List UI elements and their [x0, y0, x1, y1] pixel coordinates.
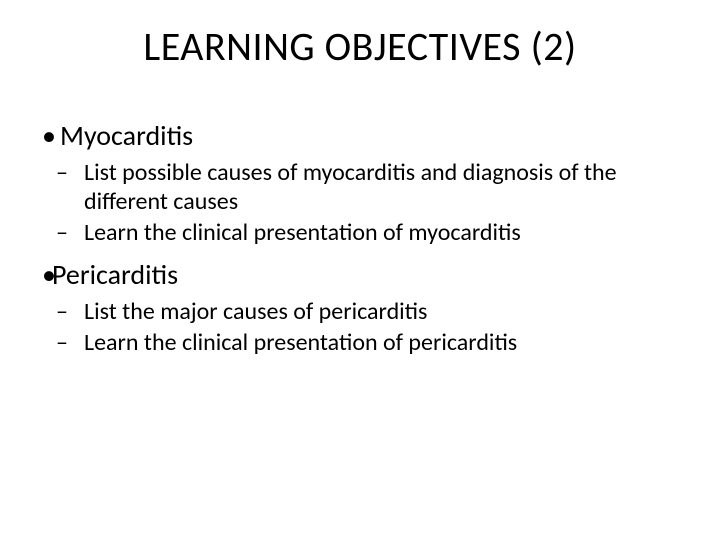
slide-body: •Myocarditis –List possible causes of my… [42, 118, 662, 360]
bullet-item-myocarditis: •Myocarditis [42, 118, 662, 153]
slide: LEARNING OBJECTIVES (2) •Myocarditis –Li… [0, 0, 720, 540]
sub-text: List the major causes of pericarditis [84, 297, 427, 326]
bullet-label: Myocarditis [60, 118, 193, 153]
sub-item: –Learn the clinical presentation of peri… [70, 329, 662, 358]
bullet-item-pericarditis: •Pericarditis [42, 257, 662, 292]
bullet-icon: • [42, 257, 52, 292]
slide-title: LEARNING OBJECTIVES (2) [0, 22, 720, 71]
dash-icon: – [70, 159, 84, 188]
sub-text: Learn the clinical presentation of myoca… [84, 218, 521, 247]
sub-item: –Learn the clinical presentation of myoc… [70, 219, 662, 248]
dash-icon: – [70, 329, 84, 358]
dash-icon: – [70, 298, 84, 327]
sub-item: –List the major causes of pericarditis [70, 298, 662, 327]
dash-icon: – [70, 219, 84, 248]
sub-item: –List possible causes of myocarditis and… [70, 159, 662, 217]
bullet-label: Pericarditis [52, 257, 178, 292]
bullet-icon: • [42, 118, 60, 153]
sub-text: List possible causes of myocarditis and … [84, 158, 617, 216]
sub-text: Learn the clinical presentation of peric… [84, 328, 517, 357]
